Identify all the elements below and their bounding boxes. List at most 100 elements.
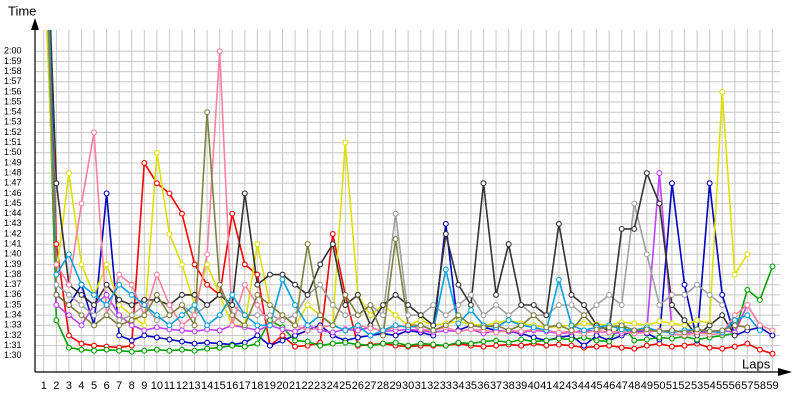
point	[166, 302, 173, 308]
point	[618, 302, 625, 308]
x-tick-label: 11	[164, 380, 175, 392]
point	[543, 337, 550, 344]
point	[304, 291, 311, 298]
x-tick-label: 29	[389, 380, 401, 392]
point	[229, 210, 236, 217]
point	[216, 48, 223, 55]
point	[279, 271, 286, 278]
point	[442, 220, 449, 227]
point	[442, 322, 449, 329]
point	[191, 312, 198, 319]
point	[153, 346, 160, 353]
point	[342, 291, 349, 298]
point	[166, 347, 173, 354]
point	[467, 302, 474, 308]
x-tick-label: 40	[528, 380, 540, 392]
point	[656, 318, 663, 325]
point	[78, 340, 85, 347]
point	[380, 312, 386, 319]
point	[292, 312, 299, 319]
point	[505, 317, 512, 324]
point	[430, 327, 437, 334]
point	[480, 180, 487, 187]
point	[518, 302, 525, 308]
point	[65, 281, 72, 288]
point	[530, 302, 537, 308]
point	[191, 302, 198, 308]
point	[216, 291, 223, 298]
point	[116, 347, 123, 354]
point	[91, 291, 97, 298]
point	[568, 342, 575, 349]
point	[555, 276, 562, 283]
point	[631, 345, 638, 352]
x-tick-label: 26	[352, 380, 364, 392]
point	[442, 312, 449, 319]
point	[254, 291, 261, 298]
point	[719, 302, 726, 308]
point	[719, 327, 726, 334]
point	[568, 327, 575, 334]
point	[179, 346, 185, 353]
point	[65, 332, 72, 339]
point	[505, 312, 512, 319]
point	[354, 341, 361, 348]
point	[543, 342, 550, 349]
point	[78, 281, 85, 288]
point	[53, 291, 60, 298]
point	[405, 302, 412, 308]
point	[669, 343, 675, 350]
point	[618, 344, 625, 351]
point	[555, 220, 562, 227]
point	[593, 302, 600, 308]
point	[669, 335, 675, 342]
point	[166, 322, 173, 329]
point	[141, 322, 148, 329]
y-tick-label: 1:59	[4, 56, 22, 66]
point	[78, 291, 85, 298]
point	[292, 281, 299, 288]
x-tick-label: 3	[66, 380, 72, 392]
point	[279, 326, 286, 333]
point	[103, 346, 110, 353]
y-tick-label: 1:50	[4, 147, 22, 157]
point	[354, 327, 361, 334]
point	[342, 139, 349, 146]
point	[530, 338, 537, 345]
point	[694, 281, 701, 288]
point	[317, 342, 324, 349]
point	[229, 322, 236, 329]
point	[216, 344, 223, 351]
y-tick-label: 1:37	[4, 279, 22, 289]
point	[392, 236, 399, 243]
point	[216, 281, 223, 288]
x-tick-label: 6	[104, 380, 110, 392]
point	[467, 340, 474, 347]
point	[116, 332, 123, 339]
x-tick-label: 15	[214, 380, 226, 392]
x-axis-title: Laps	[742, 356, 771, 371]
point	[53, 261, 60, 268]
x-tick-label: 2	[53, 380, 59, 392]
point	[241, 343, 248, 350]
x-tick-label: 56	[729, 380, 741, 392]
x-tick-label: 58	[754, 380, 766, 392]
point	[329, 302, 336, 308]
point	[191, 347, 198, 354]
point	[480, 338, 487, 345]
point	[669, 327, 675, 334]
point	[116, 317, 123, 324]
point	[367, 302, 374, 308]
point	[266, 322, 273, 329]
x-tick-label: 32	[427, 380, 439, 392]
point	[719, 345, 726, 352]
point	[78, 312, 85, 319]
axes	[31, 18, 792, 376]
y-tick-label: 1:39	[4, 259, 22, 269]
point	[405, 342, 412, 349]
x-tick-label: 59	[766, 380, 778, 392]
y-tick-label: 1:55	[4, 96, 22, 106]
point	[116, 322, 123, 329]
point	[719, 291, 726, 298]
